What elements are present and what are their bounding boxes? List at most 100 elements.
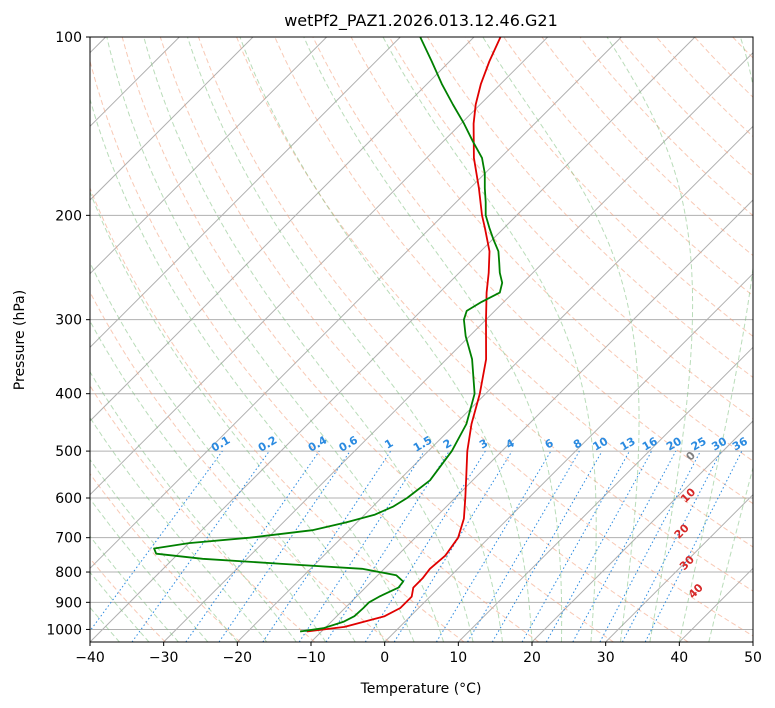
moist-adiabat <box>90 458 238 642</box>
profile-lines <box>153 37 504 633</box>
mixing-ratio-line <box>90 450 223 632</box>
isotherm <box>605 493 753 642</box>
mixing-ratio-line <box>545 450 653 642</box>
moist-adiabat <box>106 37 445 642</box>
y-tick-label: 100 <box>55 30 82 46</box>
mixing-ratio-label: 6 <box>543 436 556 451</box>
background-lines <box>90 37 775 642</box>
x-tick-label: −20 <box>223 650 253 666</box>
x-tick-label: −40 <box>75 650 105 666</box>
isotherm <box>310 199 753 642</box>
isotherm <box>236 125 753 642</box>
isotherm <box>90 37 328 275</box>
dry-adiabat <box>274 37 753 548</box>
dry-adiabat <box>579 37 753 217</box>
mixing-ratio-line <box>218 450 351 642</box>
moist-adiabat-label: 10 <box>678 485 698 505</box>
y-tick-label: 1000 <box>46 622 82 638</box>
y-tick-label: 800 <box>55 565 82 581</box>
isotherm <box>90 37 696 642</box>
moist-adiabat <box>382 37 597 642</box>
dry-adiabat <box>694 37 753 98</box>
x-axis-label: Temperature (°C) <box>360 681 482 697</box>
isotherm <box>752 641 753 642</box>
isotherm <box>90 37 549 496</box>
x-tick-label: 30 <box>597 650 615 666</box>
mixing-ratio-line <box>393 450 513 642</box>
mixing-ratio-line <box>131 450 270 642</box>
y-axis-label: Pressure (hPa) <box>12 290 28 390</box>
isotherm <box>384 272 753 642</box>
dry-adiabat-label: -90 <box>764 109 775 133</box>
x-tick-label: 50 <box>744 650 762 666</box>
isotherm <box>531 420 753 642</box>
dry-adiabat <box>771 37 775 642</box>
isotherm <box>90 37 622 570</box>
x-tick-label: −30 <box>149 650 179 666</box>
mixing-ratio-line <box>298 450 425 642</box>
x-tick-label: 0 <box>380 650 389 666</box>
dry-adiabat <box>90 59 540 642</box>
x-tick-label: 20 <box>523 650 541 666</box>
isotherm <box>678 567 753 642</box>
dry-adiabat <box>732 37 753 59</box>
isotherm <box>90 37 401 349</box>
mixing-ratio-line <box>644 450 743 642</box>
dry-adiabat <box>159 37 689 642</box>
chart-title: wetPf2_PAZ1.2026.013.12.46.G21 <box>284 11 558 31</box>
y-tick-label: 400 <box>55 387 82 403</box>
y-tick-label: 700 <box>55 531 82 547</box>
moist-adiabat <box>90 190 386 642</box>
moist-adiabat <box>143 37 474 642</box>
dry-adiabat <box>90 472 241 642</box>
dry-adiabat-label: -100 <box>764 67 775 96</box>
mixing-ratio-label: 4 <box>504 436 517 451</box>
dry-adiabat <box>388 37 753 420</box>
y-tick-label: 500 <box>55 444 82 460</box>
moist-adiabat <box>303 37 563 642</box>
dry-adiabat <box>426 37 753 378</box>
isotherm <box>90 37 254 201</box>
mixing-ratio-line <box>572 450 677 642</box>
isotherm <box>90 37 475 422</box>
moist-adiabat <box>239 37 533 642</box>
mixing-ratio-line <box>325 450 450 642</box>
moist-adiabat <box>708 465 753 642</box>
dry-adiabat <box>350 37 753 462</box>
y-tick-label: 900 <box>55 595 82 611</box>
temperature-profile <box>306 37 502 633</box>
dewpoint-profile <box>153 37 504 633</box>
moist-adiabat <box>678 37 753 642</box>
dry-adiabat <box>236 37 753 592</box>
moist-adiabat-label: 20 <box>672 521 692 541</box>
moist-adiabat <box>606 37 694 642</box>
dry-adiabat <box>90 291 390 642</box>
mixing-ratio-line <box>521 450 630 642</box>
moist-adiabat <box>187 37 503 642</box>
axes: −40 −30 −20 −10 0 10 20 30 40 50 1000 900 800 700 600 5… <box>46 30 762 666</box>
x-tick-label: −10 <box>296 650 326 666</box>
plot-frame <box>89 36 754 643</box>
isotherm <box>457 346 753 642</box>
dry-adiabat <box>90 384 316 642</box>
dry-adiabat <box>656 37 753 138</box>
x-tick-label: 10 <box>449 650 467 666</box>
dry-adiabat <box>312 37 753 505</box>
mixing-ratio-line <box>364 450 486 642</box>
moist-adiabat <box>90 497 209 642</box>
moist-adiabat <box>90 416 268 642</box>
line-labels: 0.1 0.2 0.4 0.6 1 1.5 2 3 4 6 8 10 13 16 20 25 30 36-100-… <box>209 67 775 601</box>
mixing-ratio-line <box>185 450 320 642</box>
moist-adiabat <box>90 320 327 642</box>
mixing-ratio-label: 1 <box>382 437 395 452</box>
mixing-ratio-line <box>491 450 603 642</box>
y-tick-label: 600 <box>55 491 82 507</box>
dry-adiabat <box>465 37 753 337</box>
dry-adiabat <box>90 186 465 642</box>
x-tick-label: 40 <box>670 650 688 666</box>
moist-adiabat <box>482 37 640 642</box>
y-tick-label: 200 <box>55 208 82 224</box>
moist-adiabat <box>90 261 356 642</box>
mixing-ratio-line <box>467 450 580 642</box>
